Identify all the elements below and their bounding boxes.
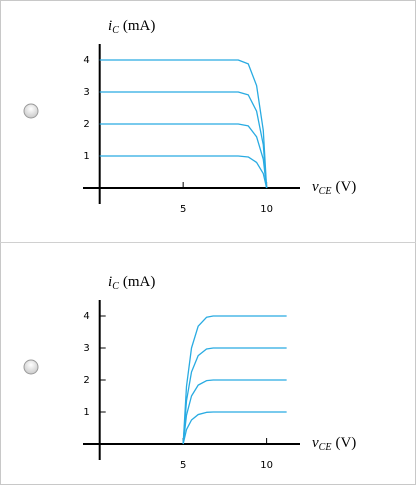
axis-label: iC (mA) <box>108 274 155 292</box>
curve <box>99 59 268 189</box>
y-tick-label: 3 <box>83 343 89 354</box>
y-tick-label: 1 <box>83 407 89 418</box>
radio-button[interactable] <box>23 359 39 375</box>
x-tick-label: 10 <box>260 460 273 471</box>
unit: (mA) <box>123 18 156 34</box>
axis-label: vCE (V) <box>312 435 356 453</box>
symbol: v <box>312 435 319 451</box>
curve <box>99 123 268 189</box>
y-tick-label: 2 <box>83 375 89 386</box>
subscript: C <box>112 25 119 36</box>
unit: (V) <box>335 179 356 195</box>
x-tick-label: 5 <box>180 204 186 215</box>
y-tick-label: 3 <box>83 87 89 98</box>
symbol: i <box>108 274 112 290</box>
axis-label: iC (mA) <box>108 18 155 36</box>
curve <box>99 155 268 189</box>
radio-button[interactable] <box>23 103 39 119</box>
curve <box>182 379 287 445</box>
curve <box>182 411 287 445</box>
y-tick-label: 4 <box>83 311 89 322</box>
symbol: v <box>312 179 319 195</box>
subscript: CE <box>319 186 332 197</box>
x-tick-label: 10 <box>260 204 273 215</box>
curve <box>182 347 287 445</box>
subscript: C <box>112 281 119 292</box>
y-tick-label: 1 <box>83 151 89 162</box>
unit: (V) <box>335 435 356 451</box>
y-tick-label: 4 <box>83 55 89 66</box>
curve <box>99 91 268 189</box>
symbol: i <box>108 18 112 34</box>
y-tick-label: 2 <box>83 119 89 130</box>
unit: (mA) <box>123 274 156 290</box>
subscript: CE <box>319 442 332 453</box>
curve <box>182 315 287 445</box>
axis-label: vCE (V) <box>312 179 356 197</box>
x-tick-label: 5 <box>180 460 186 471</box>
